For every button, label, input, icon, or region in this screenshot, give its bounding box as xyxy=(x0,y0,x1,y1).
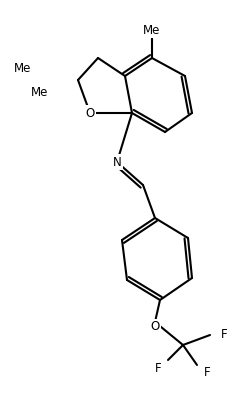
Text: F: F xyxy=(204,367,210,379)
Text: O: O xyxy=(150,321,160,333)
Text: N: N xyxy=(113,155,121,169)
Text: O: O xyxy=(85,106,95,119)
Text: Me: Me xyxy=(31,86,49,98)
Text: F: F xyxy=(155,361,161,375)
Text: Me: Me xyxy=(14,61,32,75)
Text: Me: Me xyxy=(143,23,161,37)
Text: F: F xyxy=(221,328,227,342)
